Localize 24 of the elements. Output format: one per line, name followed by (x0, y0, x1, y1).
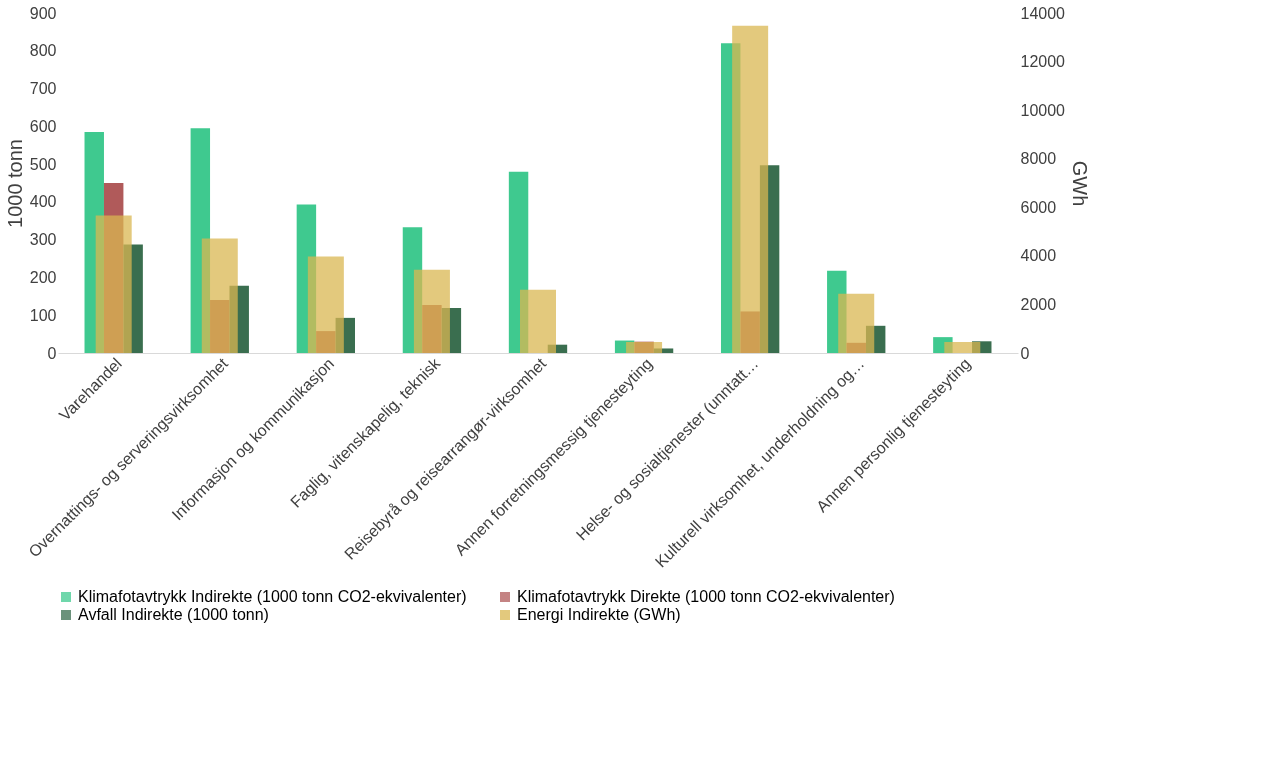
y2-tick-label: 6000 (1020, 198, 1057, 216)
y-tick-label: 500 (29, 155, 57, 173)
y-tick-label: 100 (29, 306, 57, 324)
y-tick-label: 900 (29, 4, 57, 22)
y-tick-label: 200 (29, 268, 57, 286)
legend-label: Klimafotavtrykk Direkte (1000 tonn CO2-ekvivalenter) (517, 588, 895, 605)
legend-label: Energi Indirekte (GWh) (517, 606, 681, 623)
y-tick-label: 600 (29, 117, 57, 135)
legend-label: Avfall Indirekte (1000 tonn) (78, 606, 269, 623)
y2-tick-label: 8000 (1020, 150, 1057, 168)
y2-axis-title: GWh (1068, 160, 1091, 207)
y-tick-label: 400 (29, 193, 57, 211)
y-axis-title: 1000 tonn (3, 139, 26, 228)
y-tick-label: 800 (29, 42, 57, 60)
y-tick-label: 300 (29, 231, 57, 249)
y2-tick-label: 12000 (1020, 53, 1066, 71)
y2-tick-label: 2000 (1020, 295, 1057, 313)
legend-label: Klimafotavtrykk Indirekte (1000 tonn CO2-ekvivalenter) (78, 588, 467, 605)
y-tick-label: 700 (29, 80, 57, 98)
y2-tick-label: 10000 (1020, 101, 1066, 119)
y2-tick-label: 4000 (1020, 247, 1057, 265)
y-tick-label: 0 (47, 344, 57, 362)
y2-tick-label: 14000 (1020, 4, 1066, 22)
y2-tick-label: 0 (1020, 344, 1030, 362)
